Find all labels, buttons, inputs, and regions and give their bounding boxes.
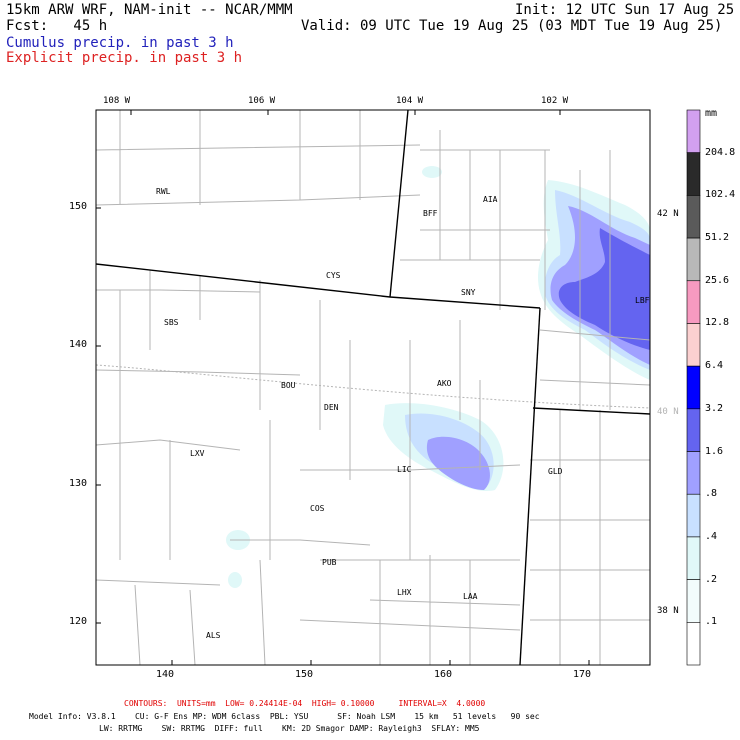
colorbar-swatch xyxy=(686,280,701,324)
model-title: 15km ARW WRF, NAM-init -- NCAR/MMM xyxy=(6,2,293,18)
colorbar-swatch xyxy=(686,109,701,153)
colorbar-swatch xyxy=(686,323,701,367)
colorbar-swatch xyxy=(686,365,701,410)
top-axis-label: 104 W xyxy=(396,96,424,106)
forecast-hour: Fcst: 45 h xyxy=(6,18,108,34)
bottom-axis-label: 170 xyxy=(573,669,592,680)
cumulus-precip-label: Cumulus precip. in past 3 h xyxy=(6,35,234,51)
county-lines xyxy=(96,110,650,665)
axis-ticks xyxy=(96,110,590,665)
left-axis-label: 140 xyxy=(69,339,88,350)
colorbar-label: 6.4 xyxy=(705,360,724,372)
colorbar-swatch xyxy=(686,579,701,623)
station-label: CYS xyxy=(326,271,341,280)
colorbar-swatch xyxy=(686,536,701,580)
precip-field xyxy=(226,166,650,588)
explicit-precip-label: Explicit precip. in past 3 h xyxy=(6,50,243,66)
colorbar-label: .2 xyxy=(705,573,718,585)
station-label: BFF xyxy=(423,209,438,218)
station-label: SBS xyxy=(164,318,179,327)
station-label: LBF xyxy=(635,296,650,305)
colorbar-label: .1 xyxy=(705,616,718,628)
colorbar-label: 3.2 xyxy=(705,402,724,414)
top-axis-label: 106 W xyxy=(248,96,276,106)
valid-time: Valid: 09 UTC Tue 19 Aug 25 (03 MDT Tue … xyxy=(301,18,723,34)
colorbar-label: 204.8 xyxy=(705,146,736,158)
colorbar-unit: mm xyxy=(705,108,718,119)
colorbar-label: 102.4 xyxy=(705,189,736,201)
lat-label-40n: 40 N xyxy=(657,407,679,417)
state-borders xyxy=(96,110,650,665)
top-axis-label: 102 W xyxy=(541,96,569,106)
colorbar-label: 1.6 xyxy=(705,445,724,457)
model-info-line1: Model Info: V3.8.1 CU: G-F Ens MP: WDM 6… xyxy=(29,712,540,721)
lat-label-42n: 42 N xyxy=(657,209,679,219)
colorbar-swatch xyxy=(686,237,701,282)
left-axis-label: 130 xyxy=(69,478,88,489)
bottom-axis-label: 140 xyxy=(156,669,175,680)
station-label: PUB xyxy=(322,558,337,567)
station-label: AKO xyxy=(437,379,452,388)
colorbar-swatch xyxy=(686,152,701,196)
station-label: ALS xyxy=(206,631,221,640)
left-axis-label: 120 xyxy=(69,616,88,627)
station-label: LAA xyxy=(463,592,478,601)
station-label: LIC xyxy=(397,465,412,474)
station-label: COS xyxy=(310,504,325,513)
station-label: BOU xyxy=(281,381,296,390)
station-label: LXV xyxy=(190,449,205,458)
station-label: LHX xyxy=(397,588,412,597)
top-axis-label: 108 W xyxy=(103,96,131,106)
station-label: RWL xyxy=(156,187,171,196)
colorbar-swatch xyxy=(686,195,701,239)
colorbar-label: 51.2 xyxy=(705,232,730,244)
colorbar-swatch xyxy=(686,493,701,538)
bottom-axis-label: 160 xyxy=(434,669,453,680)
init-time: Init: 12 UTC Sun 17 Aug 25 xyxy=(515,2,735,18)
colorbar-swatch xyxy=(686,451,701,495)
colorbar-swatch xyxy=(686,622,701,666)
colorbar-label: .4 xyxy=(705,530,718,542)
model-info-line2: LW: RRTMG SW: RRTMG DIFF: full KM: 2D Sm… xyxy=(99,724,480,733)
station-label: DEN xyxy=(324,403,339,412)
colorbar-label: .8 xyxy=(705,488,718,500)
colorbar-label: 25.6 xyxy=(705,274,730,286)
contour-info: CONTOURS: UNITS=mm LOW= 0.24414E-04 HIGH… xyxy=(124,699,486,708)
station-label: GLD xyxy=(548,467,563,476)
bottom-axis-label: 150 xyxy=(295,669,314,680)
colorbar-swatch xyxy=(686,408,701,452)
precip-colorbar xyxy=(686,109,701,666)
station-label: AIA xyxy=(483,195,498,204)
lat-label-38n: 38 N xyxy=(657,606,679,616)
precip-blob-light xyxy=(422,166,442,178)
left-axis-label: 150 xyxy=(69,201,88,212)
station-label: SNY xyxy=(461,288,476,297)
colorbar-label: 12.8 xyxy=(705,317,730,329)
